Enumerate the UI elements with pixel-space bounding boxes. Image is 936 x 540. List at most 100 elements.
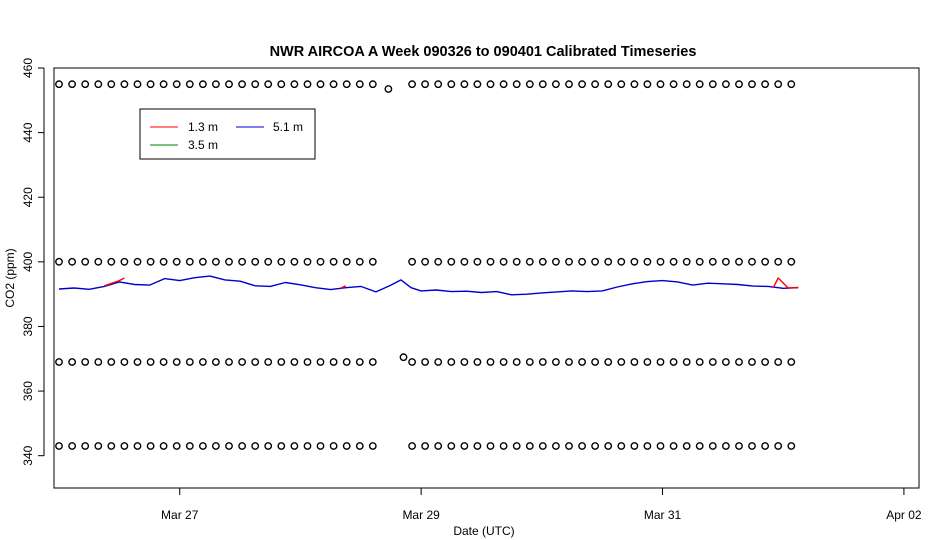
calibration-point-107 [761, 257, 769, 266]
calibration-point-207 [630, 442, 639, 450]
calibration-point-176 [198, 442, 207, 450]
calibration-point-199 [525, 442, 534, 450]
series-lines [58, 275, 799, 296]
calibration-point-80 [408, 257, 416, 266]
calibration-point-197 [499, 442, 508, 450]
calibration-point-101 [682, 257, 691, 266]
calibration-point-43 [643, 80, 652, 89]
calibration-point-187 [342, 442, 351, 450]
calibration-point-168 [94, 442, 103, 450]
calibration-point-156 [682, 358, 691, 366]
calibration-point-201 [552, 442, 560, 450]
calibration-point-56 [68, 257, 77, 266]
calibration-point-6 [133, 80, 142, 89]
calibration-point-32 [499, 80, 508, 89]
calibration-point-97 [630, 257, 639, 266]
calibration-point-184 [303, 442, 312, 450]
calibration-point-91 [552, 257, 560, 266]
legend: 1.3 m 3.5 m 5.1 m [139, 108, 316, 160]
calibration-point-147 [565, 358, 573, 366]
calibration-point-141 [486, 358, 495, 366]
x-tick-label-3: Apr 02 [886, 508, 922, 522]
calibration-point-48 [708, 80, 717, 89]
calibration-point-154 [656, 358, 665, 366]
calibration-point-146 [552, 358, 560, 366]
calibration-point-47 [695, 80, 704, 89]
calibration-point-195 [473, 442, 482, 450]
calibration-point-12 [211, 80, 220, 89]
calibration-point-58 [94, 257, 103, 266]
calibration-point-23 [355, 80, 364, 89]
calibration-point-131 [329, 358, 338, 366]
y-axis: 340 360 380 400 420 440 460 [21, 58, 45, 466]
calibration-point-158 [708, 358, 717, 366]
calibration-point-38 [578, 80, 586, 89]
calibration-point-83 [447, 257, 456, 266]
calibration-point-210 [669, 442, 678, 450]
x-tick-label-2: Mar 31 [644, 508, 682, 522]
calibration-point-50 [735, 80, 743, 89]
calibration-point-71 [264, 257, 273, 266]
calibration-point-118 [159, 358, 168, 366]
calibration-point-163 [774, 358, 783, 366]
calibration-point-44 [656, 80, 665, 89]
calibration-point-155 [669, 358, 678, 366]
calibration-point-31 [486, 80, 495, 89]
calibration-point-45 [669, 80, 678, 89]
calibration-point-170 [120, 442, 129, 450]
calibration-point-5 [120, 80, 129, 89]
calibration-point-218 [774, 442, 783, 450]
calibration-point-17 [277, 80, 286, 89]
calibration-point-96 [617, 257, 626, 266]
calibration-point-121 [198, 358, 207, 366]
calibration-point-15 [251, 80, 260, 89]
calibration-point-113 [94, 358, 103, 366]
calibration-point-136 [421, 358, 429, 366]
calibration-point-182 [277, 442, 286, 450]
calibration-point-103 [708, 257, 717, 266]
calibration-point-112 [81, 358, 90, 366]
calibration-point-65 [185, 257, 194, 266]
calibration-point-188 [355, 442, 364, 450]
calibration-point-172 [146, 442, 155, 450]
calibration-point-108 [774, 257, 783, 266]
chart-title: NWR AIRCOA A Week 090326 to 090401 Calib… [270, 44, 697, 60]
calibration-point-166 [68, 442, 77, 450]
calibration-point-192 [434, 442, 443, 450]
calibration-point-16 [264, 80, 273, 89]
calibration-point-35 [538, 80, 547, 89]
calibration-point-73 [290, 257, 299, 266]
calibration-point-53 [774, 80, 783, 89]
calibration-point-25 [408, 80, 416, 89]
calibration-point-211 [682, 442, 691, 450]
calibration-point-144 [525, 358, 534, 366]
calibration-point-54 [787, 80, 796, 89]
calibration-point-212 [695, 442, 704, 450]
calibration-point-37 [565, 80, 573, 89]
x-axis: Mar 27 Mar 29 Mar 31 Apr 02 [161, 487, 922, 522]
calibration-point-137 [434, 358, 443, 366]
calibration-point-105 [735, 257, 743, 266]
calibration-point-98 [643, 257, 652, 266]
calibration-point-57 [81, 257, 90, 266]
calibration-point-20 [316, 80, 325, 89]
calibration-point-150 [604, 358, 613, 366]
calibration-point-14 [238, 80, 247, 89]
calibration-point-61 [133, 257, 142, 266]
calibration-point-19 [303, 80, 312, 89]
legend-label-1-3m: 1.3 m [188, 120, 218, 134]
calibration-point-78 [355, 257, 364, 266]
calibration-point-127 [277, 358, 286, 366]
calibration-point-4 [107, 80, 116, 89]
calibration-point-51 [748, 80, 756, 89]
calibration-point-217 [761, 442, 769, 450]
calibration-point-200 [538, 442, 547, 450]
calibration-point-206 [617, 442, 626, 450]
calibration-point-63 [159, 257, 168, 266]
calibration-point-75 [316, 257, 325, 266]
calibration-point-99 [656, 257, 665, 266]
calibration-point-213 [708, 442, 717, 450]
calibration-point-124 [238, 358, 247, 366]
calibration-point-30 [473, 80, 482, 89]
calibration-point-129 [303, 358, 312, 366]
